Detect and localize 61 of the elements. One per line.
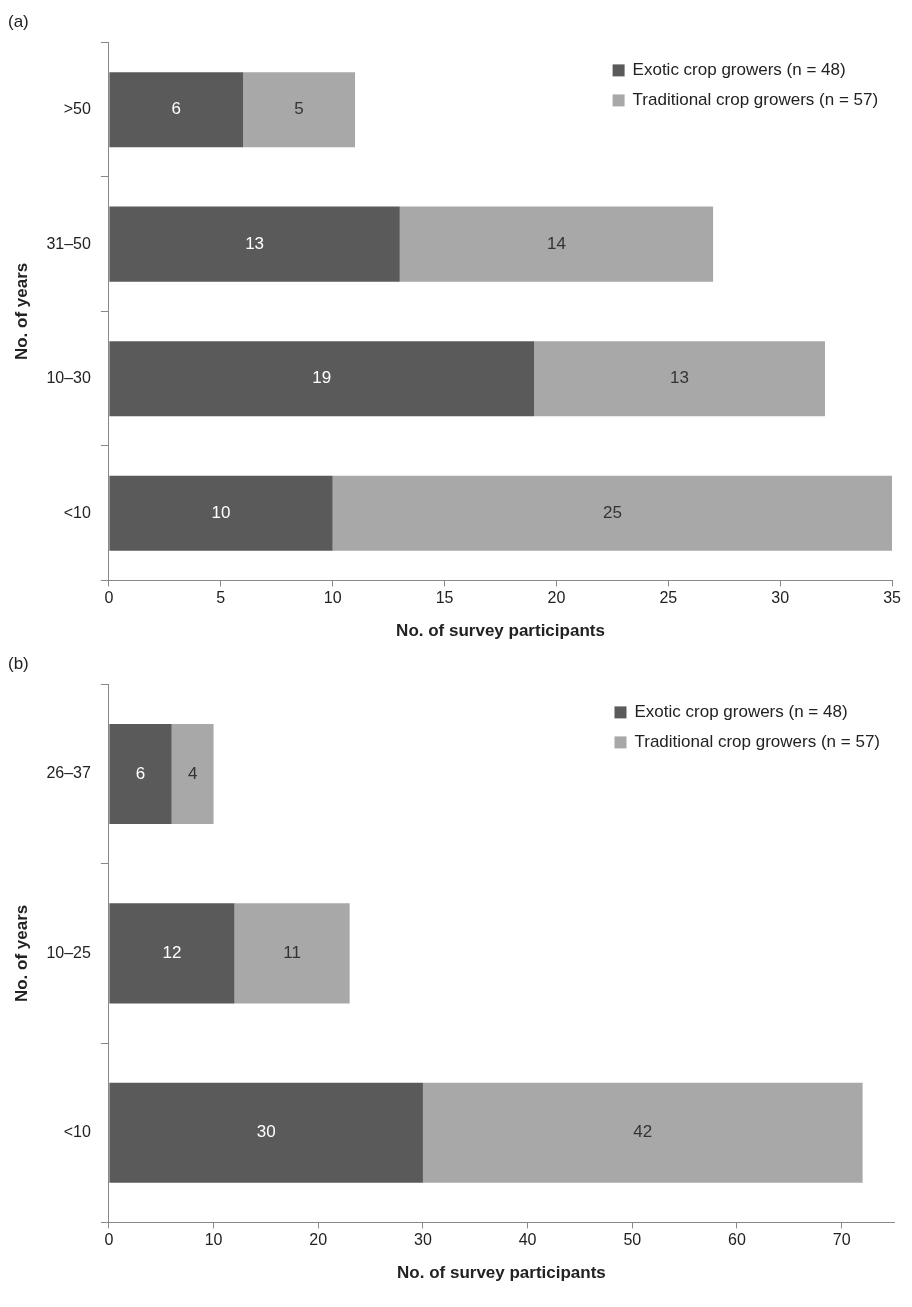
y-axis-title: No. of years — [11, 262, 31, 361]
y-tick-label: <10 — [63, 503, 91, 521]
x-tick-label: 0 — [104, 1231, 114, 1249]
x-tick-label: 30 — [414, 1231, 432, 1249]
y-tick-label: 26–37 — [46, 764, 91, 782]
x-tick-label: 10 — [323, 589, 342, 607]
x-tick-label: 40 — [518, 1231, 537, 1249]
data-label: 30 — [256, 1122, 276, 1142]
bar — [171, 724, 214, 825]
data-label: 14 — [546, 233, 566, 253]
legend-label: Exotic crop growers (n = 48) — [634, 702, 848, 722]
data-label: 10 — [211, 502, 231, 522]
x-tick-label: 30 — [771, 589, 790, 607]
y-tick-label: 10–30 — [46, 369, 91, 387]
bar — [534, 341, 825, 417]
bar — [109, 1082, 423, 1183]
x-tick-label: 5 — [216, 589, 226, 607]
data-label: 19 — [312, 368, 332, 388]
bar — [422, 1082, 863, 1183]
bar — [109, 341, 535, 417]
x-tick-label: 70 — [832, 1231, 851, 1249]
data-label: 25 — [602, 502, 622, 522]
bar — [243, 72, 356, 148]
bar — [234, 903, 350, 1004]
chart-title: (a) — [8, 11, 29, 31]
bar — [109, 206, 400, 282]
x-tick-label: 15 — [435, 589, 454, 607]
legend-label: Traditional crop growers (n = 57) — [634, 732, 881, 752]
bar — [332, 475, 893, 551]
x-tick-label: 0 — [104, 589, 114, 607]
x-axis-title: No. of survey participants — [397, 1263, 606, 1283]
y-tick-label: 10–25 — [46, 943, 91, 961]
legend-label: Exotic crop growers (n = 48) — [632, 60, 846, 80]
x-tick-label: 20 — [309, 1231, 328, 1249]
y-tick-label: 31–50 — [46, 234, 91, 252]
x-tick-label: 10 — [204, 1231, 223, 1249]
data-label: 13 — [670, 368, 689, 388]
y-tick-label: <10 — [63, 1123, 91, 1141]
y-axis-title: No. of years — [11, 904, 31, 1003]
data-label: 12 — [162, 943, 182, 963]
x-tick-label: 50 — [623, 1231, 642, 1249]
bar — [109, 903, 235, 1004]
x-tick-label: 20 — [547, 589, 566, 607]
x-axis-title: No. of survey participants — [396, 621, 605, 641]
x-tick-label: 25 — [659, 589, 678, 607]
y-tick-label: >50 — [63, 100, 91, 118]
data-label: 5 — [294, 99, 304, 119]
x-tick-label: 60 — [728, 1231, 746, 1249]
x-tick-label: 35 — [883, 589, 902, 607]
bar — [109, 475, 333, 551]
bar — [399, 206, 714, 282]
data-label: 4 — [187, 763, 198, 783]
bar — [109, 724, 172, 825]
data-label: 11 — [283, 943, 301, 963]
data-label: 13 — [245, 233, 265, 253]
bar — [109, 72, 244, 148]
data-label: 6 — [171, 99, 182, 119]
chart-title: (b) — [8, 653, 29, 673]
data-label: 42 — [633, 1122, 653, 1142]
legend-label: Traditional crop growers (n = 57) — [632, 90, 879, 110]
data-label: 6 — [135, 763, 146, 783]
